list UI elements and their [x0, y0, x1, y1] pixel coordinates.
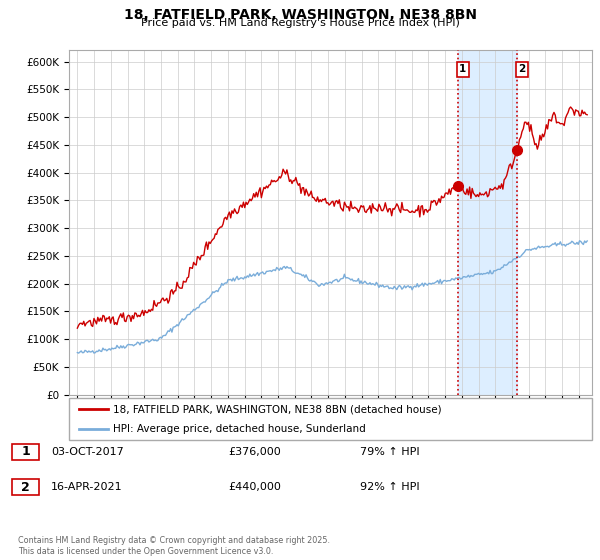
Text: 18, FATFIELD PARK, WASHINGTON, NE38 8BN: 18, FATFIELD PARK, WASHINGTON, NE38 8BN [124, 8, 476, 22]
Text: 1: 1 [21, 445, 30, 459]
Text: 16-APR-2021: 16-APR-2021 [51, 482, 122, 492]
Text: 2: 2 [21, 480, 30, 494]
Text: 2: 2 [518, 64, 526, 74]
Text: £376,000: £376,000 [228, 447, 281, 457]
Text: HPI: Average price, detached house, Sunderland: HPI: Average price, detached house, Sund… [113, 424, 366, 434]
Text: 1: 1 [460, 64, 467, 74]
Text: 03-OCT-2017: 03-OCT-2017 [51, 447, 124, 457]
Text: 92% ↑ HPI: 92% ↑ HPI [360, 482, 419, 492]
Text: 79% ↑ HPI: 79% ↑ HPI [360, 447, 419, 457]
Text: Contains HM Land Registry data © Crown copyright and database right 2025.
This d: Contains HM Land Registry data © Crown c… [18, 536, 330, 556]
Text: 18, FATFIELD PARK, WASHINGTON, NE38 8BN (detached house): 18, FATFIELD PARK, WASHINGTON, NE38 8BN … [113, 404, 442, 414]
Bar [458, 50, 517, 395]
Text: £440,000: £440,000 [228, 482, 281, 492]
Text: Price paid vs. HM Land Registry's House Price Index (HPI): Price paid vs. HM Land Registry's House … [140, 18, 460, 29]
